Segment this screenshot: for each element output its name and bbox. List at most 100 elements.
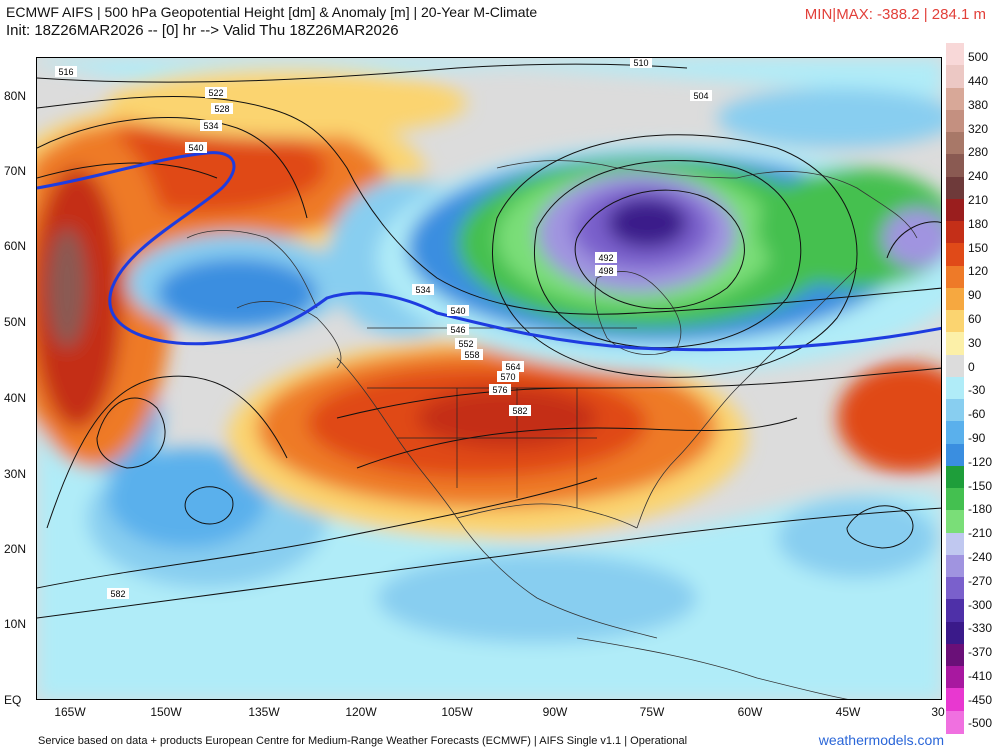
colorbar-swatch: [946, 265, 964, 289]
contour-label-box: [55, 66, 77, 77]
colorbar-swatch: [946, 176, 964, 200]
contour-label: 552: [458, 339, 473, 349]
colorbar-swatch: [946, 577, 964, 601]
contour-label-box: [447, 305, 469, 316]
colorbar-label: 30: [968, 335, 982, 350]
colorbar-swatch: [946, 554, 964, 578]
colorbar-swatch: [946, 465, 964, 489]
colorbar-label: -210: [968, 526, 993, 541]
anomaly-map[interactable]: 516 510 522 528 534 540 504 492 498 534 …: [36, 57, 942, 700]
colorbar-label: 240: [968, 169, 989, 184]
lat-label: 80N: [4, 89, 27, 103]
colorbar-swatch: [946, 310, 964, 334]
lat-label: 10N: [4, 617, 27, 631]
colorbar-label: 440: [968, 74, 989, 89]
contour-label: 564: [505, 362, 520, 372]
colorbar-swatch: [946, 376, 964, 400]
contour-label-box: [211, 103, 233, 114]
colorbar-swatch: [946, 43, 964, 66]
colorbar-label: -240: [968, 549, 993, 564]
colorbar-label: 210: [968, 193, 989, 208]
contour-label: 534: [415, 285, 430, 295]
lon-label: 75W: [639, 705, 665, 719]
colorbar-label: 500: [968, 50, 989, 65]
contour-label-box: [595, 252, 617, 263]
contour-label-box: [200, 120, 222, 131]
colorbar-swatch: [946, 243, 964, 267]
colorbar-label: -180: [968, 502, 993, 517]
contour-label-box: [509, 405, 531, 416]
colorbar-label: -500: [968, 716, 993, 731]
contour-label: 492: [598, 253, 613, 263]
contour-label-box: [595, 265, 617, 276]
lon-label: 120W: [345, 705, 377, 719]
colorbar-label: 320: [968, 121, 989, 136]
contour-label-box: [690, 90, 712, 101]
contour-label: 558: [464, 350, 479, 360]
brand-link[interactable]: weathermodels.com: [818, 732, 944, 748]
colorbar-label: 0: [968, 359, 975, 374]
colorbar-label: -60: [968, 407, 986, 422]
colorbar-label: -450: [968, 692, 993, 707]
colorbar-label: -120: [968, 454, 993, 469]
colorbar-label: -270: [968, 573, 993, 588]
colorbar-swatch: [946, 532, 964, 556]
contour-label: 516: [58, 67, 73, 77]
colorbar-swatch: [946, 109, 964, 133]
anomaly-fill: [37, 58, 941, 699]
contour-label-box: [412, 284, 434, 295]
contour-label: 540: [188, 143, 203, 153]
lon-label: 105W: [441, 705, 473, 719]
colorbar-swatch: [946, 488, 964, 512]
contour-label: 570: [500, 372, 515, 382]
contour-label: 510: [633, 58, 648, 68]
contour-label-box: [447, 324, 469, 335]
anomaly-colorbar: 500 440 380 320 280 240 210 180 150 120 90 60 30 0 -30…: [946, 43, 1000, 734]
lon-label: 90W: [542, 705, 568, 719]
contour-label-box: [630, 58, 652, 68]
colorbar-label: 180: [968, 216, 989, 231]
data-credit: Service based on data + products Europea…: [38, 735, 688, 747]
contour-label: 582: [110, 589, 125, 599]
contour-label-box: [107, 588, 129, 599]
colorbar-label: -410: [968, 668, 993, 683]
contour-label-box: [205, 87, 227, 98]
colorbar-swatch: [946, 643, 964, 667]
lat-label: 70N: [4, 164, 27, 178]
colorbar-label: -90: [968, 430, 986, 445]
colorbar-label: 90: [968, 288, 982, 303]
lat-label: 30N: [4, 467, 27, 481]
lat-label: 20N: [4, 542, 27, 556]
lon-label: 60W: [737, 705, 763, 719]
map-title: ECMWF AIFS | 500 hPa Geopotential Height…: [6, 4, 538, 20]
contour-label-box: [461, 349, 483, 360]
map-init-valid: Init: 18Z26MAR2026 -- [0] hr --> Valid T…: [6, 22, 399, 39]
min-max-readout: MIN|MAX: -388.2 | 284.1 m: [804, 6, 986, 23]
highlight-540-contour: [37, 151, 941, 352]
lon-label: 45W: [835, 705, 861, 719]
colorbar-swatch: [946, 65, 964, 89]
contour-label-group: 516 510 522 528 534 540 504 492 498 534 …: [55, 58, 712, 599]
lon-label: 150W: [150, 705, 182, 719]
lon-label: 165W: [54, 705, 86, 719]
colorbar-label: 150: [968, 240, 989, 255]
colorbar-label: -330: [968, 621, 993, 636]
colorbar-swatch: [946, 332, 964, 356]
lon-label: 30: [931, 705, 945, 719]
colorbar-swatch: [946, 621, 964, 645]
map-canvas: 516 510 522 528 534 540 504 492 498 534 …: [37, 58, 941, 699]
colorbar-swatch: [946, 154, 964, 178]
colorbar-label: -370: [968, 645, 993, 660]
colorbar-swatch: [946, 688, 964, 712]
colorbar-swatch: [946, 132, 964, 156]
colorbar-swatch: [946, 510, 964, 534]
colorbar-label: -300: [968, 597, 993, 612]
colorbar-swatch: [946, 87, 964, 111]
contour-label-box: [502, 361, 524, 372]
colorbar-swatch: [946, 354, 964, 378]
contour-label: 576: [492, 385, 507, 395]
colorbar-label: -150: [968, 478, 993, 493]
contour-label: 504: [693, 91, 708, 101]
lat-label: 60N: [4, 239, 27, 253]
lat-label: 50N: [4, 315, 27, 329]
